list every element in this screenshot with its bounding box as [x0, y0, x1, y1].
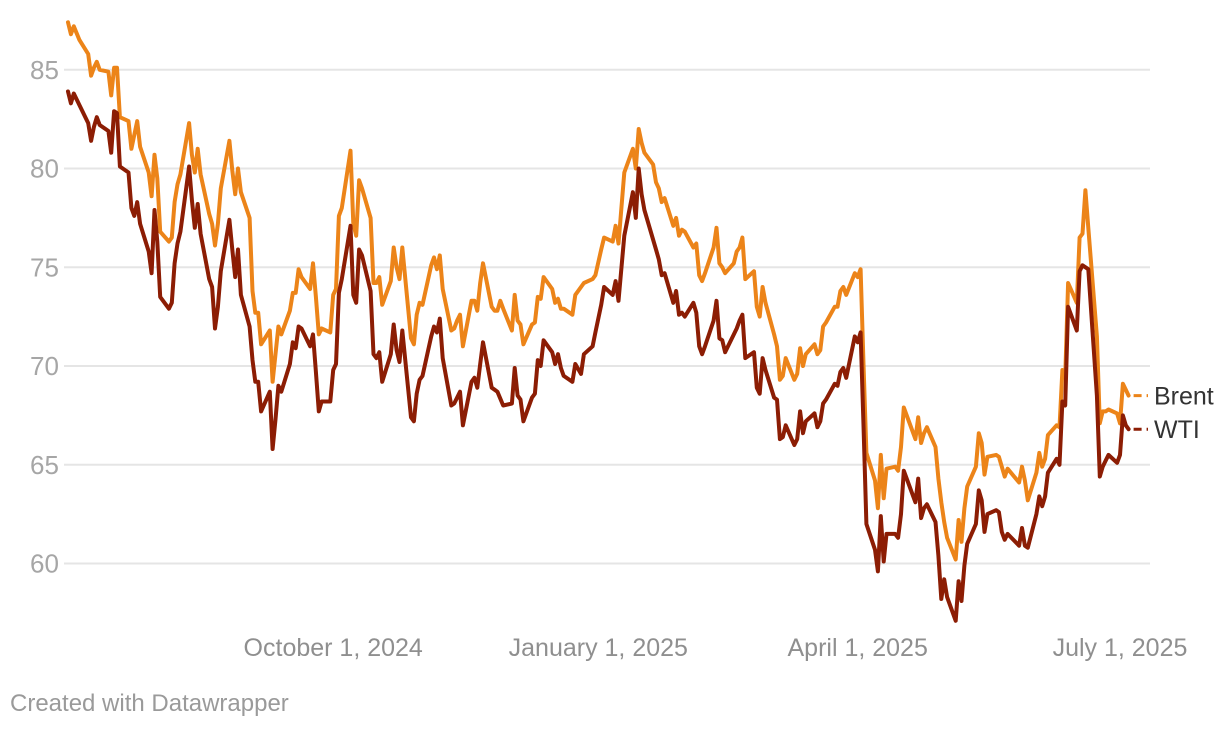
y-tick-label: 85: [30, 55, 59, 85]
y-tick-label: 80: [30, 154, 59, 184]
legend-label-wti: WTI: [1154, 416, 1200, 444]
x-tick-label: April 1, 2025: [788, 634, 928, 662]
datawrapper-credit-link[interactable]: Created with Datawrapper: [10, 690, 289, 717]
y-tick-label: 70: [30, 351, 59, 381]
legend-label-brent: Brent: [1154, 383, 1214, 411]
x-tick-label: October 1, 2024: [244, 634, 423, 662]
x-tick-label: January 1, 2025: [509, 634, 688, 662]
wti-line: [66, 89, 1131, 623]
y-tick-label: 60: [30, 549, 59, 579]
brent-line: [66, 20, 1131, 562]
x-tick-label: July 1, 2025: [1053, 634, 1188, 662]
y-tick-label: 75: [30, 252, 59, 282]
y-tick-label: 65: [30, 450, 59, 480]
